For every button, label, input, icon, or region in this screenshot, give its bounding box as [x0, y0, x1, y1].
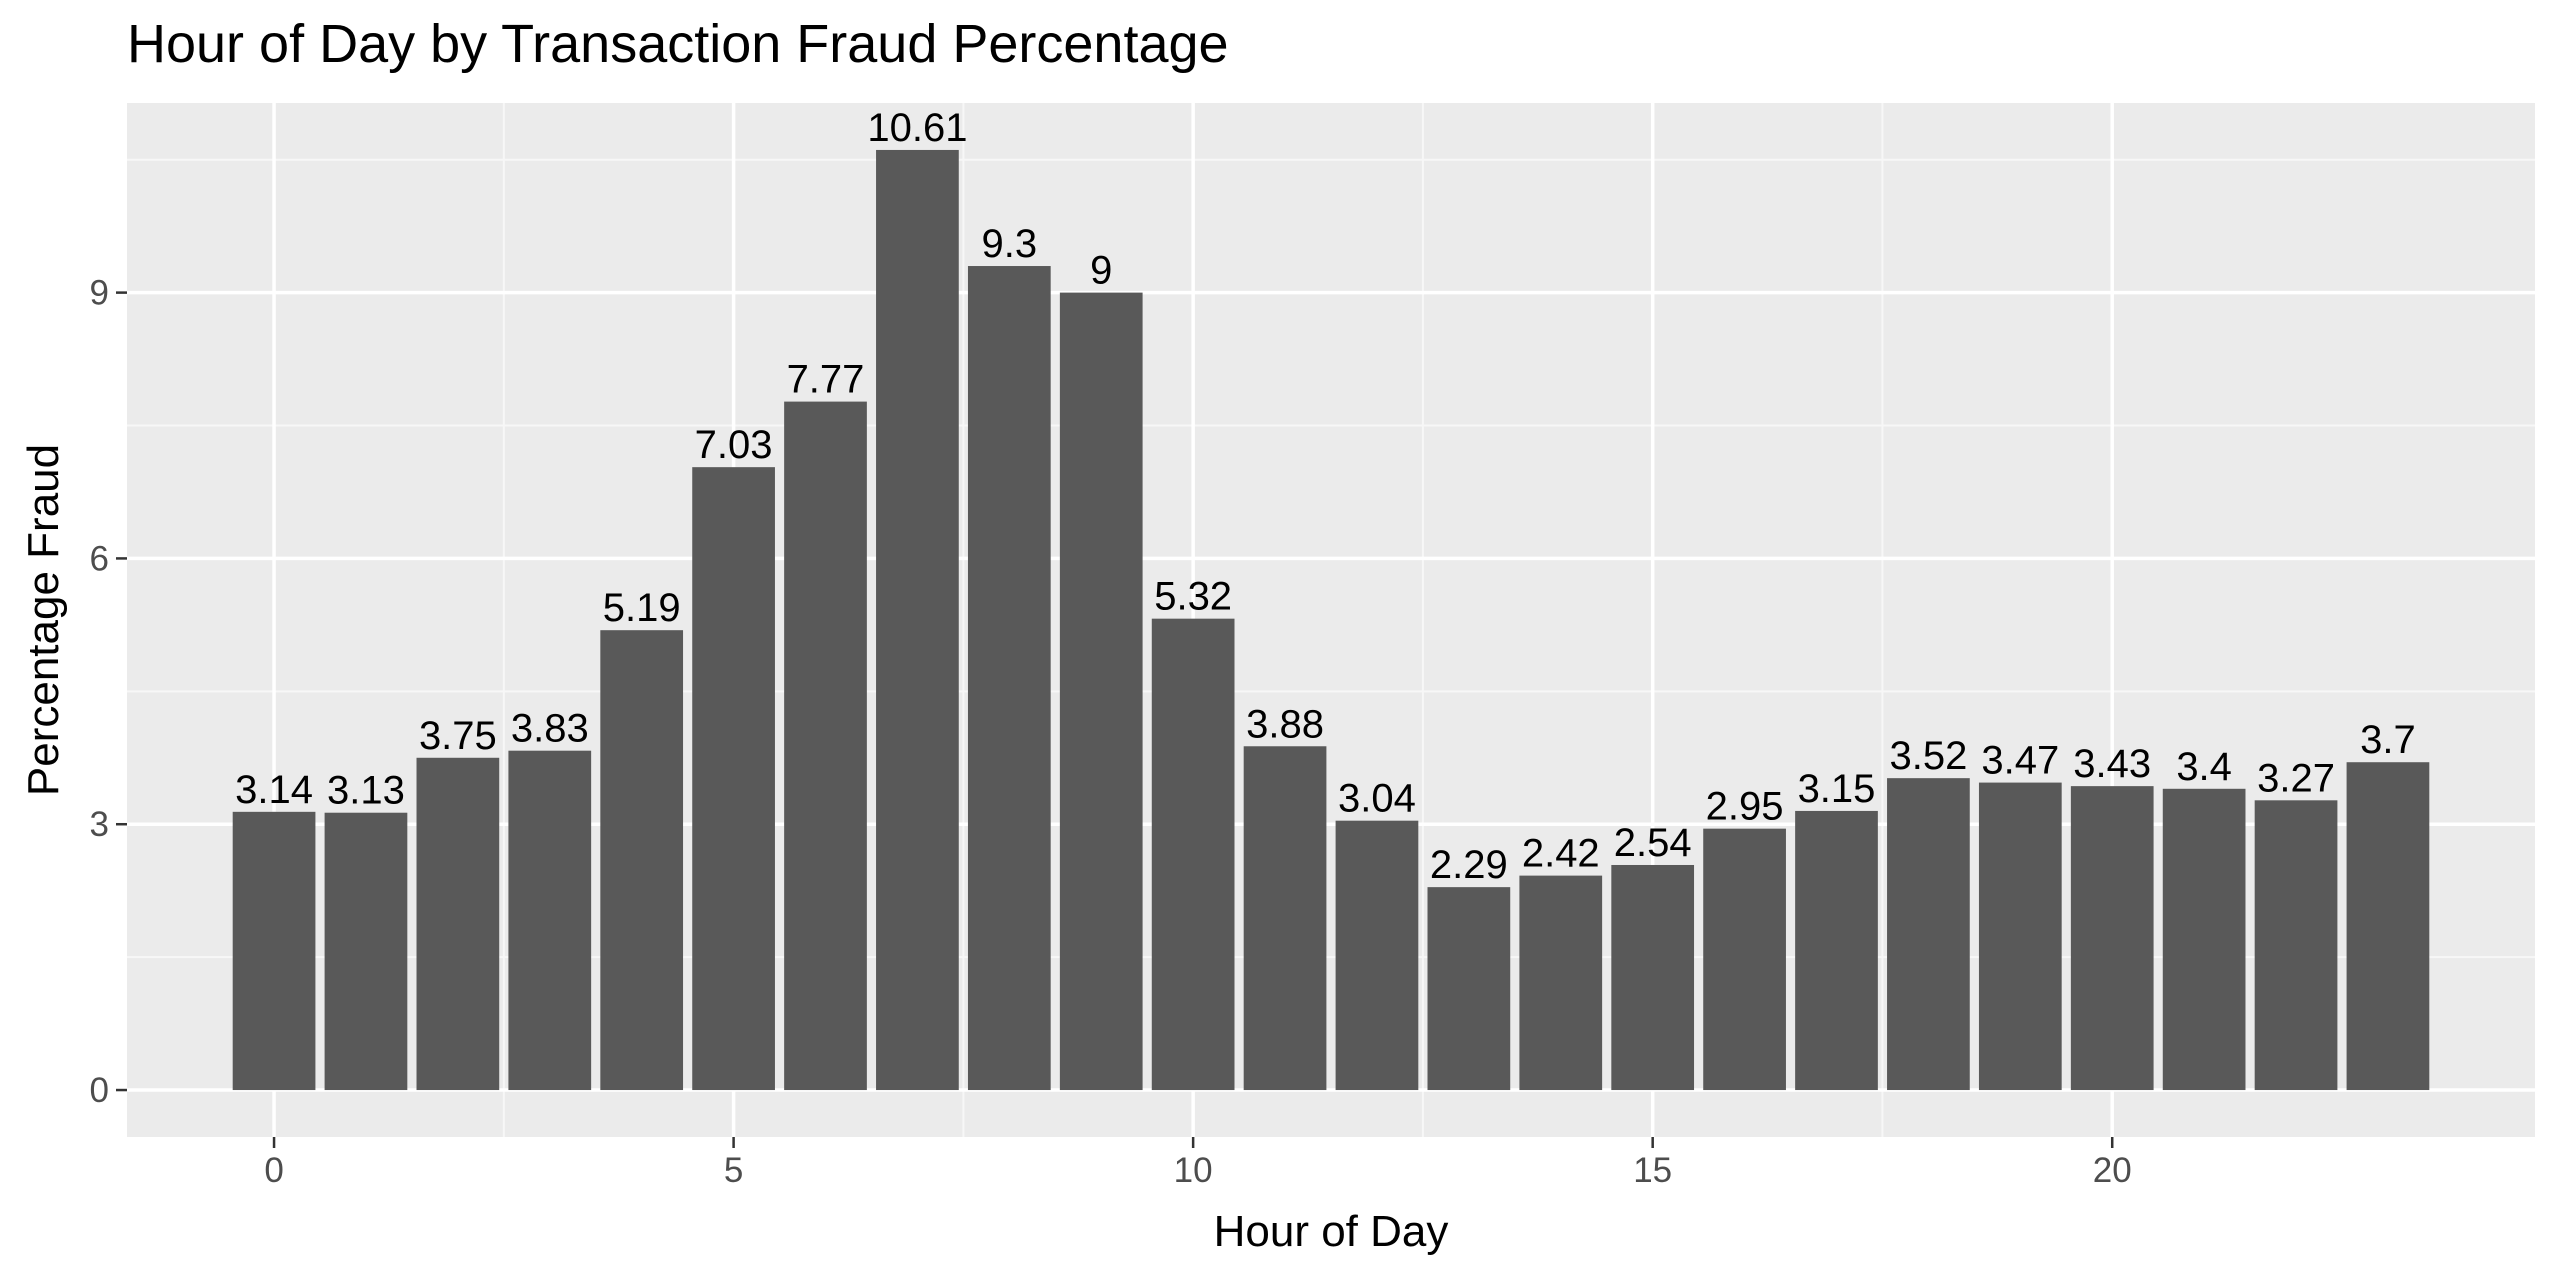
bar-hour-8	[967, 266, 1051, 1091]
y-tick-label: 3	[90, 805, 109, 844]
data-label-hour-14: 2.42	[1522, 832, 1600, 876]
data-label-hour-16: 2.95	[1706, 785, 1784, 829]
x-axis-title: Hour of Day	[1214, 1207, 1449, 1256]
bar-hour-22	[2254, 800, 2338, 1091]
y-axis-ticks: 0 3 6 9	[90, 274, 127, 1110]
y-axis-title: Percentage Fraud	[19, 444, 68, 796]
bar-hour-20	[2070, 786, 2154, 1091]
data-label-hour-2: 3.75	[419, 714, 497, 758]
data-label-hour-11: 3.88	[1246, 702, 1324, 746]
bar-hour-13	[1427, 887, 1511, 1091]
x-tick-label: 0	[264, 1151, 283, 1190]
data-label-hour-23: 3.7	[2360, 718, 2416, 762]
data-label-hour-10: 5.32	[1154, 575, 1232, 619]
x-tick-label: 15	[1633, 1151, 1672, 1190]
bar-hour-2	[416, 757, 500, 1091]
data-label-hour-19: 3.47	[1981, 739, 2059, 783]
data-labels: 3.14 3.13 3.75 3.83 5.19 7.03 7.77 10.61 9.3 9 5.3…	[235, 106, 2416, 887]
data-label-hour-4: 5.19	[603, 586, 681, 630]
bar-hour-1	[324, 812, 408, 1091]
data-label-hour-17: 3.15	[1798, 767, 1876, 811]
y-tick-label: 0	[90, 1071, 109, 1110]
bar-hour-21	[2162, 788, 2246, 1091]
bar-hour-5	[692, 467, 775, 1091]
bars	[232, 149, 2430, 1091]
data-label-hour-5: 7.03	[695, 423, 773, 467]
data-label-hour-18: 3.52	[1889, 734, 1967, 778]
bar-hour-4	[600, 630, 684, 1091]
data-label-hour-15: 2.54	[1614, 821, 1692, 865]
data-label-hour-6: 7.77	[787, 358, 865, 402]
data-label-hour-7: 10.61	[867, 106, 967, 150]
x-tick-label: 10	[1174, 1151, 1213, 1190]
x-tick-label: 5	[724, 1151, 743, 1190]
x-axis-ticks: 0 5 10 15 20	[264, 1137, 2132, 1190]
bar-hour-3	[508, 750, 592, 1091]
bar-hour-23	[2346, 762, 2430, 1091]
data-label-hour-22: 3.27	[2257, 756, 2335, 800]
x-tick-label: 20	[2093, 1151, 2132, 1190]
data-label-hour-12: 3.04	[1338, 777, 1416, 821]
bar-hour-14	[1519, 875, 1603, 1091]
data-label-hour-21: 3.4	[2176, 745, 2232, 789]
bar-hour-12	[1335, 820, 1419, 1091]
bar-hour-10	[1151, 618, 1235, 1091]
bar-hour-11	[1243, 746, 1327, 1091]
data-label-hour-9: 9	[1090, 249, 1112, 293]
bar-hour-7	[876, 149, 959, 1091]
chart-title: Hour of Day by Transaction Fraud Percent…	[127, 14, 1229, 74]
data-label-hour-1: 3.13	[327, 769, 405, 813]
bar-hour-17	[1795, 810, 1878, 1091]
y-tick-label: 9	[90, 274, 109, 313]
data-label-hour-20: 3.43	[2073, 742, 2151, 786]
data-label-hour-8: 9.3	[982, 222, 1038, 266]
bar-hour-0	[232, 811, 316, 1091]
data-label-hour-3: 3.83	[511, 707, 589, 751]
data-label-hour-0: 3.14	[235, 768, 313, 812]
y-tick-label: 6	[90, 539, 109, 578]
bar-hour-9	[1059, 292, 1143, 1091]
data-label-hour-13: 2.29	[1430, 843, 1508, 887]
bar-hour-16	[1703, 828, 1786, 1091]
bar-hour-15	[1611, 864, 1695, 1091]
bar-hour-18	[1887, 778, 1970, 1091]
bar-hour-19	[1978, 782, 2062, 1091]
bar-hour-6	[784, 401, 867, 1091]
